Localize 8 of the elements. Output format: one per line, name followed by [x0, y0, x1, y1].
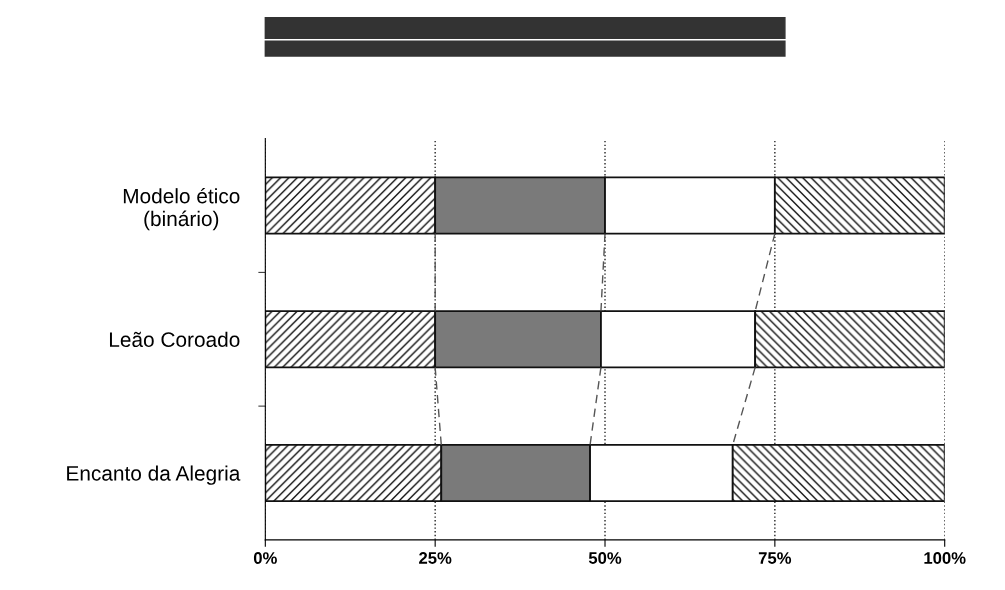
x-tick-label: 50% [588, 552, 622, 564]
y-tick-label: Leão Coroado [109, 331, 240, 347]
y-tick-label: Encanto da Alegria [67, 465, 241, 485]
x-tick-label: 100% [924, 552, 966, 564]
x-tick-label: 25% [419, 552, 452, 564]
x-tick-label: 0% [253, 552, 277, 564]
x-tick-label: 75% [758, 552, 792, 564]
y-tick-label: Modelo ético (binário) [123, 187, 240, 231]
